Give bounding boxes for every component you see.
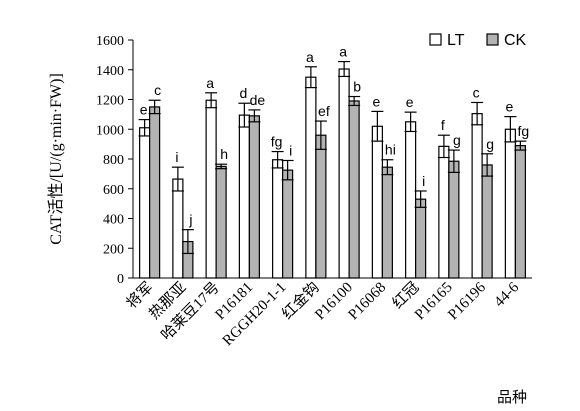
y-tick-label: 200: [103, 242, 124, 257]
significance-label: f: [441, 117, 445, 133]
significance-label: fg: [271, 134, 283, 150]
significance-label: c: [154, 82, 161, 98]
bar-CK: [415, 198, 427, 279]
significance-label: c: [473, 84, 480, 100]
legend-swatch-CK: [486, 33, 499, 46]
y-tick-label: 600: [103, 183, 124, 198]
significance-label: i: [422, 173, 425, 189]
y-tick-label: 800: [103, 153, 124, 168]
significance-label: a: [206, 75, 214, 91]
y-axis: 0 200 400 600 800 1000 1200 1400 1600: [96, 34, 134, 287]
y-tick-label: 0: [117, 272, 124, 287]
significance-label: a: [306, 49, 314, 65]
bar-LT: [504, 128, 516, 279]
bar-LT: [471, 113, 483, 279]
bar-LT: [139, 127, 151, 279]
significance-label: d: [239, 85, 247, 101]
y-axis-label: CAT活性/[U/(g·min·FW)]: [47, 73, 65, 245]
significance-label: e: [372, 93, 380, 109]
significance-label: ef: [318, 103, 330, 119]
significance-label: hi: [385, 142, 396, 158]
bar-CK: [315, 134, 327, 279]
significance-label: a: [339, 44, 347, 60]
significance-label: g: [453, 132, 461, 148]
significance-label: e: [406, 94, 414, 110]
legend-label-LT: LT: [447, 32, 465, 49]
legend-label-CK: CK: [504, 32, 527, 49]
bar-LT: [172, 178, 184, 279]
x-tick-label: P16068: [345, 280, 389, 324]
x-axis-label: 品种: [497, 389, 527, 406]
y-tick-label: 1200: [96, 94, 124, 109]
y-tick-label: 1600: [96, 34, 124, 49]
bar-LT: [305, 76, 317, 279]
bar-LT: [405, 121, 417, 279]
x-tick-label: 44-6: [491, 279, 522, 310]
bar-CK: [481, 164, 493, 279]
x-axis: 将军热那亚哈莱豆17号P16181RGGH20-1-1红金钩P16100P160…: [123, 277, 532, 349]
legend-swatch-LT: [429, 33, 442, 46]
legend: LT CK: [429, 32, 527, 49]
bar-CK: [448, 160, 460, 279]
bar-LT: [438, 145, 450, 279]
significance-label: de: [250, 92, 266, 108]
bar-LT: [272, 159, 284, 279]
bar-LT: [205, 99, 217, 279]
bar-LT: [238, 114, 250, 279]
bar-LT: [338, 68, 350, 279]
bar-CK: [282, 169, 294, 279]
bar-CK: [149, 106, 161, 279]
significance-label: e: [140, 102, 148, 118]
bar-CK: [248, 115, 260, 279]
bar-CK: [514, 145, 526, 279]
y-tick-label: 400: [103, 213, 124, 228]
significance-label: e: [505, 99, 513, 115]
significance-label: j: [188, 212, 192, 228]
bar-CK: [348, 100, 360, 279]
significance-label: g: [486, 136, 494, 152]
significance-label: i: [289, 142, 292, 158]
y-tick-label: 1000: [96, 123, 124, 138]
bar-LT: [371, 125, 383, 279]
bar-CK: [215, 165, 227, 279]
significance-label: fg: [518, 123, 530, 139]
y-tick-label: 1400: [96, 64, 124, 79]
significance-label: i: [175, 149, 178, 165]
significance-label: b: [353, 79, 361, 95]
significance-label: h: [220, 146, 228, 162]
x-tick-label: P16196: [445, 279, 489, 323]
bar-CK: [381, 166, 393, 279]
